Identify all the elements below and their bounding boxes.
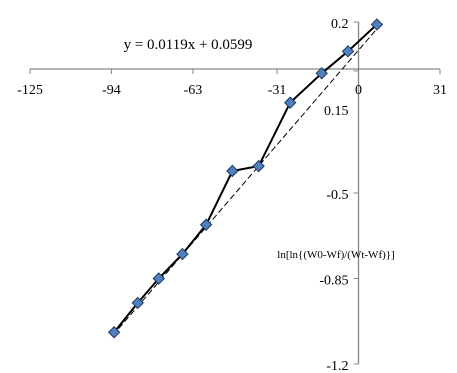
data-series — [107, 18, 384, 339]
x-tick-label: -31 — [268, 83, 287, 98]
data-point — [107, 326, 121, 339]
data-point — [131, 296, 144, 310]
y-tick-label: -1.2 — [326, 359, 348, 373]
trendline-equation: y = 0.0119x + 0.0599 — [124, 37, 253, 53]
y-tick-label: -0.5 — [326, 188, 348, 203]
y-tick-label: -0.85 — [319, 274, 348, 289]
labels: -125 -94 -63 -31 0 31 0.2 0.15 -0.5 -0.85 -1.2 y = … — [17, 17, 447, 373]
x-tick-label: -63 — [184, 83, 203, 98]
data-point — [315, 67, 328, 80]
y-tick-label: 0.15 — [324, 104, 349, 119]
x-tick-label: 31 — [433, 83, 447, 98]
y-tick-label: 0.2 — [331, 17, 349, 32]
axes — [29, 21, 441, 365]
data-point — [152, 272, 165, 285]
data-point — [341, 45, 355, 58]
axis-annotation: ln[ln{(W0-Wf)/(Wt-Wf)}] — [277, 249, 394, 261]
data-point — [370, 18, 384, 31]
x-tick-label: -94 — [102, 83, 121, 98]
data-point — [199, 218, 213, 231]
data-point — [226, 164, 239, 178]
x-tick-label: -125 — [17, 83, 43, 98]
data-point — [176, 247, 189, 261]
data-point — [283, 96, 297, 109]
x-tick-label: 0 — [355, 83, 362, 98]
data-point — [252, 159, 265, 173]
